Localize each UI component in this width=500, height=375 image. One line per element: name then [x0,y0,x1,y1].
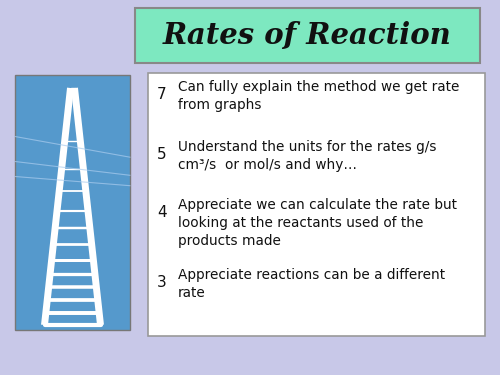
Text: Rates of Reaction: Rates of Reaction [163,21,452,50]
FancyBboxPatch shape [135,8,480,63]
Text: Appreciate we can calculate the rate but
looking at the reactants used of the
pr: Appreciate we can calculate the rate but… [178,198,457,248]
Text: Understand the units for the rates g/s
cm³/s  or mol/s and why…: Understand the units for the rates g/s c… [178,140,436,172]
Text: 5: 5 [157,147,167,162]
FancyBboxPatch shape [15,75,130,330]
Text: 7: 7 [157,87,167,102]
Text: Can fully explain the method we get rate
from graphs: Can fully explain the method we get rate… [178,80,460,112]
FancyBboxPatch shape [148,73,485,336]
Text: 4: 4 [157,205,167,220]
Text: Appreciate reactions can be a different
rate: Appreciate reactions can be a different … [178,268,445,300]
Text: 3: 3 [157,275,167,290]
